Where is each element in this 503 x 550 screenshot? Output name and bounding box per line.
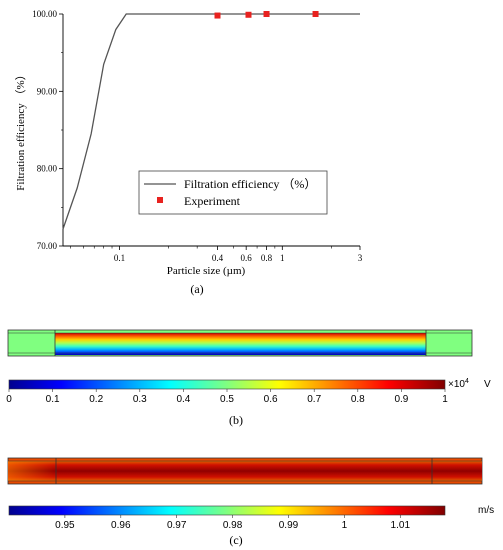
tube-c-field xyxy=(8,461,482,481)
colorbar-tick-label: 0.97 xyxy=(167,520,187,531)
colorbar-b-multiplier-base: ×10 xyxy=(448,379,465,390)
velocity-field-panel: 0.95 0.96 0.97 0.98 0.99 1 1.01 m/s (c) xyxy=(7,457,494,547)
efficiency-chart: 70.00 80.00 90.00 100.00 0.1 0.4 0.6 0.8 1 3 Fil… xyxy=(14,9,363,296)
colorbar-tick-label: 0.5 xyxy=(220,394,234,405)
panel-caption-a: (a) xyxy=(190,282,203,296)
series-experiment-points xyxy=(214,11,319,19)
legend-marker-experiment xyxy=(157,197,163,203)
y-axis-label: Filtration efficiency （%） xyxy=(14,69,27,190)
x-tick-label: 1 xyxy=(280,253,285,263)
x-tick-label: 0.8 xyxy=(261,253,273,263)
y-tick-label: 100.00 xyxy=(32,9,57,19)
x-tick-label: 3 xyxy=(358,253,363,263)
colorbar-tick-label: 1 xyxy=(342,520,348,531)
x-axis-label: Particle size (µm) xyxy=(167,265,246,277)
y-tick-label: 90.00 xyxy=(37,86,58,96)
colorbar-tick-label: 0.7 xyxy=(307,394,321,405)
colorbar-tick-label: 0.8 xyxy=(351,394,365,405)
legend: Filtration efficiency （%） Experiment xyxy=(138,170,328,215)
colorbar-tick-label: 0.6 xyxy=(264,394,278,405)
x-tick-label: 0.4 xyxy=(212,253,224,263)
colorbar-c xyxy=(8,505,446,516)
experiment-point xyxy=(214,12,221,19)
series-line-filtration-efficiency xyxy=(62,13,360,230)
colorbar-tick-label: 0 xyxy=(6,394,12,405)
colorbar-tick-label: 0.3 xyxy=(133,394,147,405)
legend-box xyxy=(138,170,328,215)
colorbar-tick-label: 0.9 xyxy=(394,394,408,405)
experiment-point xyxy=(312,11,319,17)
colorbar-tick-label: 0.95 xyxy=(55,520,75,531)
colorbar-b-multiplier-exp: 4 xyxy=(465,378,469,385)
colorbar-tick-label: 0.98 xyxy=(223,520,243,531)
panel-caption-b: (b) xyxy=(229,413,243,427)
colorbar-c-unit: m/s xyxy=(478,505,494,516)
potential-field-panel: 0 0.1 0.2 0.3 0.4 0.5 0.6 0.7 0.8 0.9 1 ×104 V (b) xyxy=(6,329,491,427)
tube-c-inlet xyxy=(8,461,56,481)
colorbar-tick-label: 0.99 xyxy=(279,520,299,531)
experiment-point xyxy=(245,11,252,18)
colorbar-tick-label: 1.01 xyxy=(391,520,411,531)
panel-caption-c: (c) xyxy=(229,533,242,547)
colorbar-tick-label: 1 xyxy=(442,394,448,405)
legend-label-experiment: Experiment xyxy=(184,194,241,208)
experiment-point xyxy=(263,11,270,17)
tube-b-field xyxy=(55,333,426,355)
y-axis-ticks: 70.00 80.00 90.00 100.00 xyxy=(32,9,63,251)
legend-label-filtration-efficiency: Filtration efficiency （%） xyxy=(184,177,316,191)
x-tick-label: 0.1 xyxy=(114,253,125,263)
colorbar-b xyxy=(8,379,446,390)
y-tick-label: 80.00 xyxy=(37,164,58,174)
y-tick-label: 70.00 xyxy=(37,241,58,251)
colorbar-tick-label: 0.2 xyxy=(89,394,103,405)
colorbar-b-multiplier: ×104 xyxy=(448,378,469,390)
colorbar-b-unit: V xyxy=(484,379,491,390)
colorbar-tick-label: 0.96 xyxy=(111,520,131,531)
colorbar-tick-label: 0.4 xyxy=(176,394,190,405)
colorbar-c-ticks: 0.95 0.96 0.97 0.98 0.99 1 1.01 xyxy=(55,515,410,531)
colorbar-tick-label: 0.1 xyxy=(46,394,60,405)
colorbar-b-ticks: 0 0.1 0.2 0.3 0.4 0.5 0.6 0.7 0.8 0.9 1 xyxy=(6,389,448,405)
x-tick-label: 0.6 xyxy=(241,253,253,263)
x-axis-ticks: 0.1 0.4 0.6 0.8 1 3 xyxy=(70,246,363,263)
